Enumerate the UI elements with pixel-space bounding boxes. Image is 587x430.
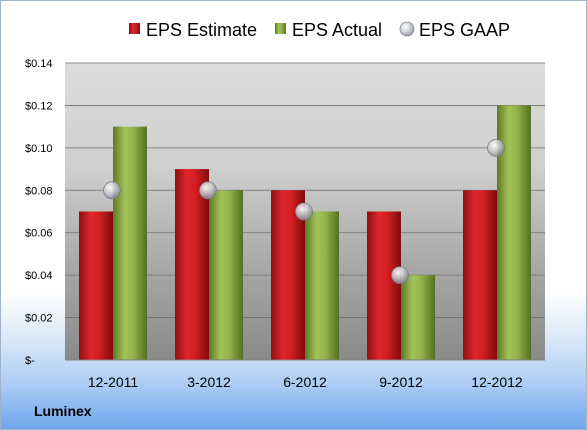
bar-eps-estimate [79,211,113,360]
y-tick-label: $0.06 [25,228,53,240]
bar-eps-estimate [463,190,497,360]
bar-eps-actual [401,275,435,360]
marker-eps-gaap [487,138,505,157]
legend: EPS Estimate EPS Actual EPS GAAP [129,20,510,40]
bar-eps-actual [209,190,243,360]
marker-eps-gaap [103,181,121,200]
y-tick-label: $- [25,355,35,367]
x-tick-label: 9-2012 [379,374,423,390]
y-tick-label: $0.14 [25,58,53,70]
bar-eps-estimate [367,211,401,360]
legend-marker-eps-gaap [399,21,415,37]
x-axis-ticks: 12-2011 3-2012 6-2012 9-2012 12-2012 [88,374,523,390]
bar-eps-estimate [175,169,209,360]
x-tick-label: 12-2011 [88,374,139,390]
marker-eps-gaap [295,202,313,221]
legend-swatch-eps-actual [275,23,286,34]
bar-eps-actual [305,211,339,360]
x-tick-label: 3-2012 [187,374,231,390]
bar-eps-actual [113,126,147,361]
y-tick-label: $0.10 [25,143,53,155]
marker-eps-gaap [199,181,217,200]
y-tick-label: $0.04 [25,270,53,282]
marker-eps-gaap [391,266,409,285]
gaap-markers [103,138,505,285]
x-tick-label: 12-2012 [471,374,523,390]
x-tick-label: 6-2012 [283,374,327,390]
y-tick-label: $0.02 [25,313,53,325]
bars [79,105,531,361]
legend-label-eps-gaap: EPS GAAP [419,20,510,40]
company-name: Luminex [34,403,92,419]
y-axis-ticks: $- $0.02 $0.04 $0.06 $0.08 $0.10 $0.12 $0.14 [25,58,53,367]
y-tick-label: $0.12 [25,100,53,112]
legend-label-eps-actual: EPS Actual [292,20,382,40]
legend-label-eps-estimate: EPS Estimate [146,20,257,40]
y-tick-label: $0.08 [25,185,53,197]
legend-swatch-eps-estimate [129,23,140,34]
